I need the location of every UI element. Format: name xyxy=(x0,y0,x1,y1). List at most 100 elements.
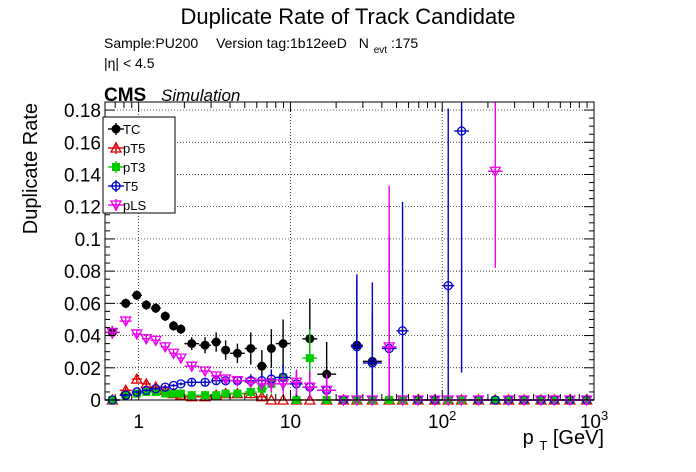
legend-marker xyxy=(111,124,121,134)
nevt-label: N xyxy=(359,35,369,51)
y-tick-label: 0.08 xyxy=(64,262,101,283)
data-point xyxy=(244,377,257,389)
data-point xyxy=(132,387,142,397)
data-point xyxy=(265,379,278,391)
data-point xyxy=(130,329,143,341)
data-point xyxy=(198,366,212,378)
data-point xyxy=(174,353,187,365)
data-point xyxy=(140,334,153,346)
x-tick-label: 1 xyxy=(133,412,144,433)
legend-marker xyxy=(111,181,121,191)
y-tick-label: 0.1 xyxy=(75,230,101,251)
data-point xyxy=(255,379,268,391)
data-point xyxy=(456,126,467,136)
nevt-subscript: evt xyxy=(374,45,388,56)
data-point xyxy=(169,389,178,398)
data-point xyxy=(232,348,242,358)
data-point xyxy=(383,342,396,354)
x-tick-label: 102 xyxy=(428,408,456,433)
data-point xyxy=(278,339,288,349)
data-point xyxy=(169,321,179,331)
version-label: Version tag:1b12eeD xyxy=(216,35,347,51)
data-point xyxy=(130,372,143,384)
data-point xyxy=(159,342,172,354)
data-point xyxy=(176,379,186,389)
legend-marker xyxy=(112,163,120,171)
y-tick-label: 0.12 xyxy=(64,198,101,219)
data-point xyxy=(266,343,276,353)
data-point xyxy=(231,376,244,388)
y-tick-label: 0.18 xyxy=(64,101,101,122)
subtitle-line: Sample:PU200 Version tag:1b12eeD N evt :… xyxy=(104,35,418,56)
x-axis-label: p T [GeV] xyxy=(523,427,604,455)
x-tick-label: 103 xyxy=(580,408,608,433)
axis-ticks xyxy=(104,101,595,401)
data-point xyxy=(121,390,131,400)
data-point xyxy=(160,311,170,321)
data-point xyxy=(151,303,161,313)
cms-label: CMS xyxy=(104,85,146,106)
data-point xyxy=(210,371,223,383)
data-point xyxy=(140,377,153,389)
data-point xyxy=(161,389,170,398)
legend-label: pLS xyxy=(123,198,146,213)
grid-lines xyxy=(105,102,594,400)
x-axis-label-sub: T xyxy=(539,438,547,453)
x-tick-label-exponent: 2 xyxy=(449,408,456,423)
x-axis-label-unit: [GeV] xyxy=(553,427,604,449)
data-point xyxy=(246,343,256,353)
y-axis-label: Duplicate Rate xyxy=(20,103,42,234)
x-tick-label-base: 1 xyxy=(133,412,144,433)
legend-label: pT5 xyxy=(123,141,145,156)
data-point xyxy=(151,387,160,396)
x-tick-label-base: 10 xyxy=(428,412,449,433)
data-point xyxy=(489,166,502,178)
data-point xyxy=(149,335,162,347)
data-point xyxy=(221,389,230,398)
data-point xyxy=(176,389,185,398)
data-point xyxy=(200,377,210,387)
x-tick-label-base: 10 xyxy=(580,412,601,433)
data-point xyxy=(201,391,210,400)
data-point xyxy=(151,384,161,394)
x-axis-label-main: p xyxy=(523,427,534,449)
legend-label: pT3 xyxy=(123,160,145,175)
data-point xyxy=(187,391,196,400)
y-tick-label: 0.16 xyxy=(64,133,101,154)
data-point xyxy=(352,342,362,352)
y-tick-label: 0 xyxy=(90,391,101,412)
eta-cut-label: |η| < 4.5 xyxy=(104,55,155,71)
plot-frame xyxy=(104,101,595,401)
y-tick-label: 0.06 xyxy=(64,294,101,315)
sample-label: Sample:PU200 xyxy=(104,35,198,51)
data-point xyxy=(233,389,242,398)
y-tick-label: 0.04 xyxy=(64,327,101,348)
data-point xyxy=(106,327,119,339)
y-tick-labels: 0 0.02 0.04 0.06 0.08 0.1 0.12 0.14 0.16 0.18 xyxy=(64,101,101,412)
simulation-label: Simulation xyxy=(161,86,240,105)
data-point xyxy=(219,374,232,386)
data-point xyxy=(187,377,197,387)
x-tick-labels: 1 10 102 103 xyxy=(133,408,608,433)
legend-marker xyxy=(109,141,123,153)
data-point xyxy=(211,337,221,347)
legend-label: T5 xyxy=(123,179,138,194)
legend-label: TC xyxy=(123,122,140,137)
data-point xyxy=(255,390,268,402)
data-point xyxy=(303,382,316,394)
data-point xyxy=(367,358,377,368)
data-point xyxy=(141,385,151,395)
x-tick-label-base: 10 xyxy=(280,412,301,433)
data-point xyxy=(246,387,255,396)
data-point xyxy=(290,377,303,389)
x-tick-label-exponent: 3 xyxy=(601,408,608,423)
data-point xyxy=(141,300,151,310)
data-point xyxy=(212,391,221,400)
data-point xyxy=(443,280,453,291)
nevt-value: :175 xyxy=(391,35,418,51)
data-point xyxy=(397,326,408,336)
data-point xyxy=(221,345,231,355)
data-point xyxy=(132,290,142,300)
y-tick-label: 0.02 xyxy=(64,359,101,380)
